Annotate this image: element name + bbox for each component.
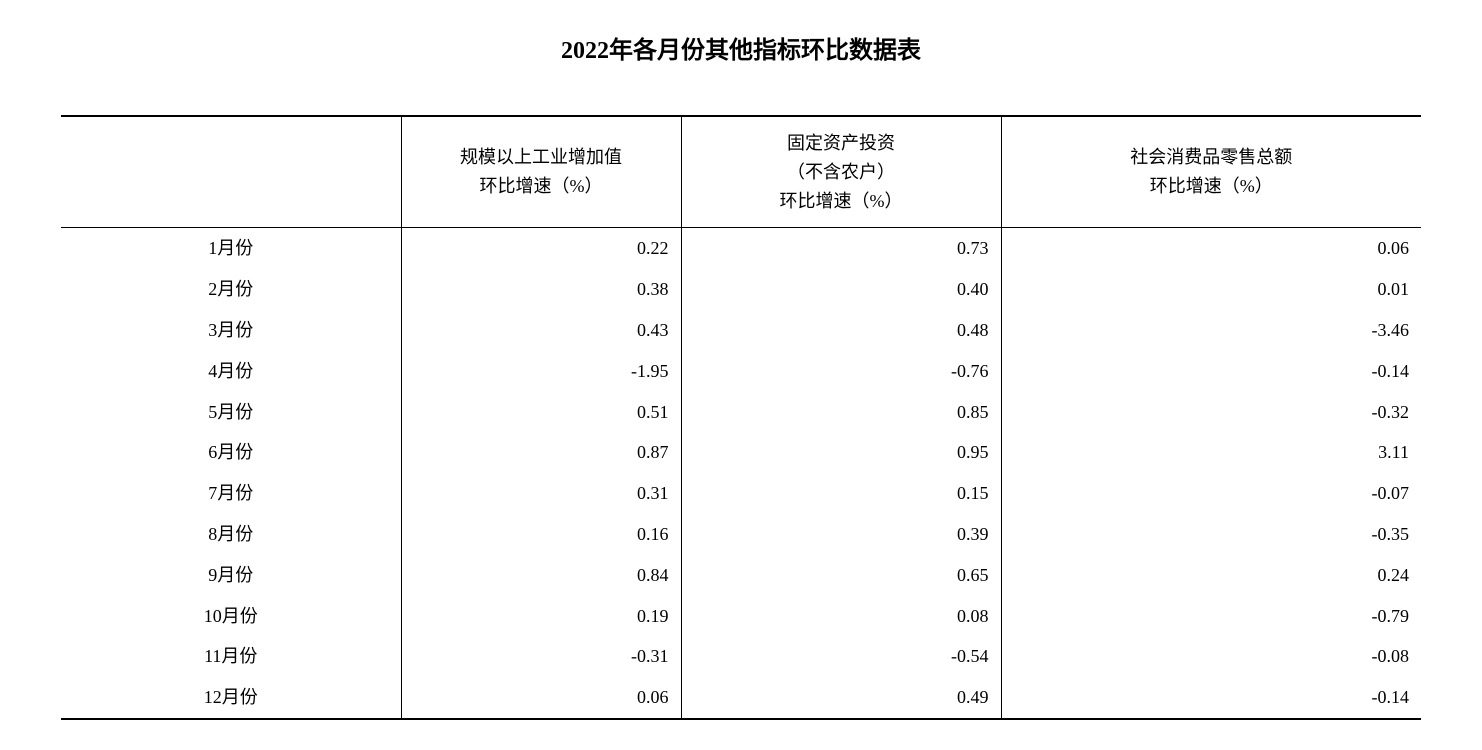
cell-investment: -0.76 [681, 351, 1001, 392]
cell-investment: 0.85 [681, 392, 1001, 433]
cell-industrial: 0.84 [401, 555, 681, 596]
header-row: 规模以上工业增加值 环比增速（%） 固定资产投资 （不含农户） 环比增速（%） … [61, 116, 1421, 228]
cell-retail: -0.35 [1001, 514, 1421, 555]
table-row: 12月份 0.06 0.49 -0.14 [61, 677, 1421, 719]
table-row: 9月份 0.84 0.65 0.24 [61, 555, 1421, 596]
table-row: 6月份 0.87 0.95 3.11 [61, 432, 1421, 473]
cell-investment: 0.15 [681, 473, 1001, 514]
cell-month: 5月份 [61, 392, 401, 433]
cell-investment: 0.40 [681, 269, 1001, 310]
cell-month: 3月份 [61, 310, 401, 351]
cell-retail: -3.46 [1001, 310, 1421, 351]
cell-month: 6月份 [61, 432, 401, 473]
header-industrial-line1: 规模以上工业增加值 [460, 147, 622, 167]
cell-industrial: -0.31 [401, 636, 681, 677]
table-row: 1月份 0.22 0.73 0.06 [61, 228, 1421, 269]
cell-investment: 0.49 [681, 677, 1001, 719]
header-investment: 固定资产投资 （不含农户） 环比增速（%） [681, 116, 1001, 228]
header-investment-line1: 固定资产投资 [787, 133, 895, 153]
header-retail-line2: 环比增速（%） [1150, 176, 1273, 196]
cell-industrial: 0.19 [401, 596, 681, 637]
cell-investment: 0.65 [681, 555, 1001, 596]
cell-month: 8月份 [61, 514, 401, 555]
header-investment-line2: （不含农户） [787, 162, 895, 182]
cell-investment: 0.73 [681, 228, 1001, 269]
table-row: 5月份 0.51 0.85 -0.32 [61, 392, 1421, 433]
cell-retail: 0.01 [1001, 269, 1421, 310]
table-row: 7月份 0.31 0.15 -0.07 [61, 473, 1421, 514]
cell-industrial: 0.22 [401, 228, 681, 269]
cell-retail: -0.14 [1001, 677, 1421, 719]
cell-industrial: 0.51 [401, 392, 681, 433]
document-container: 2022年各月份其他指标环比数据表 规模以上工业增加值 环比增速（%） 固定资产… [61, 30, 1421, 720]
table-row: 3月份 0.43 0.48 -3.46 [61, 310, 1421, 351]
header-retail-line1: 社会消费品零售总额 [1130, 147, 1292, 167]
table-row: 11月份 -0.31 -0.54 -0.08 [61, 636, 1421, 677]
cell-month: 2月份 [61, 269, 401, 310]
data-table: 规模以上工业增加值 环比增速（%） 固定资产投资 （不含农户） 环比增速（%） … [61, 115, 1421, 720]
cell-retail: -0.07 [1001, 473, 1421, 514]
cell-month: 1月份 [61, 228, 401, 269]
header-industrial-line2: 环比增速（%） [480, 176, 603, 196]
cell-investment: 0.08 [681, 596, 1001, 637]
header-month [61, 116, 401, 228]
table-title: 2022年各月份其他指标环比数据表 [61, 30, 1421, 65]
header-investment-line3: 环比增速（%） [780, 191, 903, 211]
cell-month: 9月份 [61, 555, 401, 596]
header-industrial: 规模以上工业增加值 环比增速（%） [401, 116, 681, 228]
table-row: 2月份 0.38 0.40 0.01 [61, 269, 1421, 310]
cell-investment: 0.95 [681, 432, 1001, 473]
cell-industrial: 0.06 [401, 677, 681, 719]
cell-retail: 0.24 [1001, 555, 1421, 596]
cell-month: 10月份 [61, 596, 401, 637]
cell-investment: -0.54 [681, 636, 1001, 677]
cell-investment: 0.39 [681, 514, 1001, 555]
cell-retail: 3.11 [1001, 432, 1421, 473]
cell-retail: 0.06 [1001, 228, 1421, 269]
cell-investment: 0.48 [681, 310, 1001, 351]
cell-industrial: 0.38 [401, 269, 681, 310]
cell-industrial: 0.16 [401, 514, 681, 555]
table-body: 1月份 0.22 0.73 0.06 2月份 0.38 0.40 0.01 3月… [61, 228, 1421, 719]
cell-month: 4月份 [61, 351, 401, 392]
cell-industrial: 0.43 [401, 310, 681, 351]
header-retail: 社会消费品零售总额 环比增速（%） [1001, 116, 1421, 228]
cell-retail: -0.08 [1001, 636, 1421, 677]
cell-retail: -0.32 [1001, 392, 1421, 433]
cell-month: 7月份 [61, 473, 401, 514]
cell-industrial: -1.95 [401, 351, 681, 392]
cell-retail: -0.79 [1001, 596, 1421, 637]
cell-retail: -0.14 [1001, 351, 1421, 392]
cell-month: 12月份 [61, 677, 401, 719]
table-row: 8月份 0.16 0.39 -0.35 [61, 514, 1421, 555]
cell-industrial: 0.87 [401, 432, 681, 473]
table-row: 10月份 0.19 0.08 -0.79 [61, 596, 1421, 637]
table-row: 4月份 -1.95 -0.76 -0.14 [61, 351, 1421, 392]
cell-month: 11月份 [61, 636, 401, 677]
cell-industrial: 0.31 [401, 473, 681, 514]
